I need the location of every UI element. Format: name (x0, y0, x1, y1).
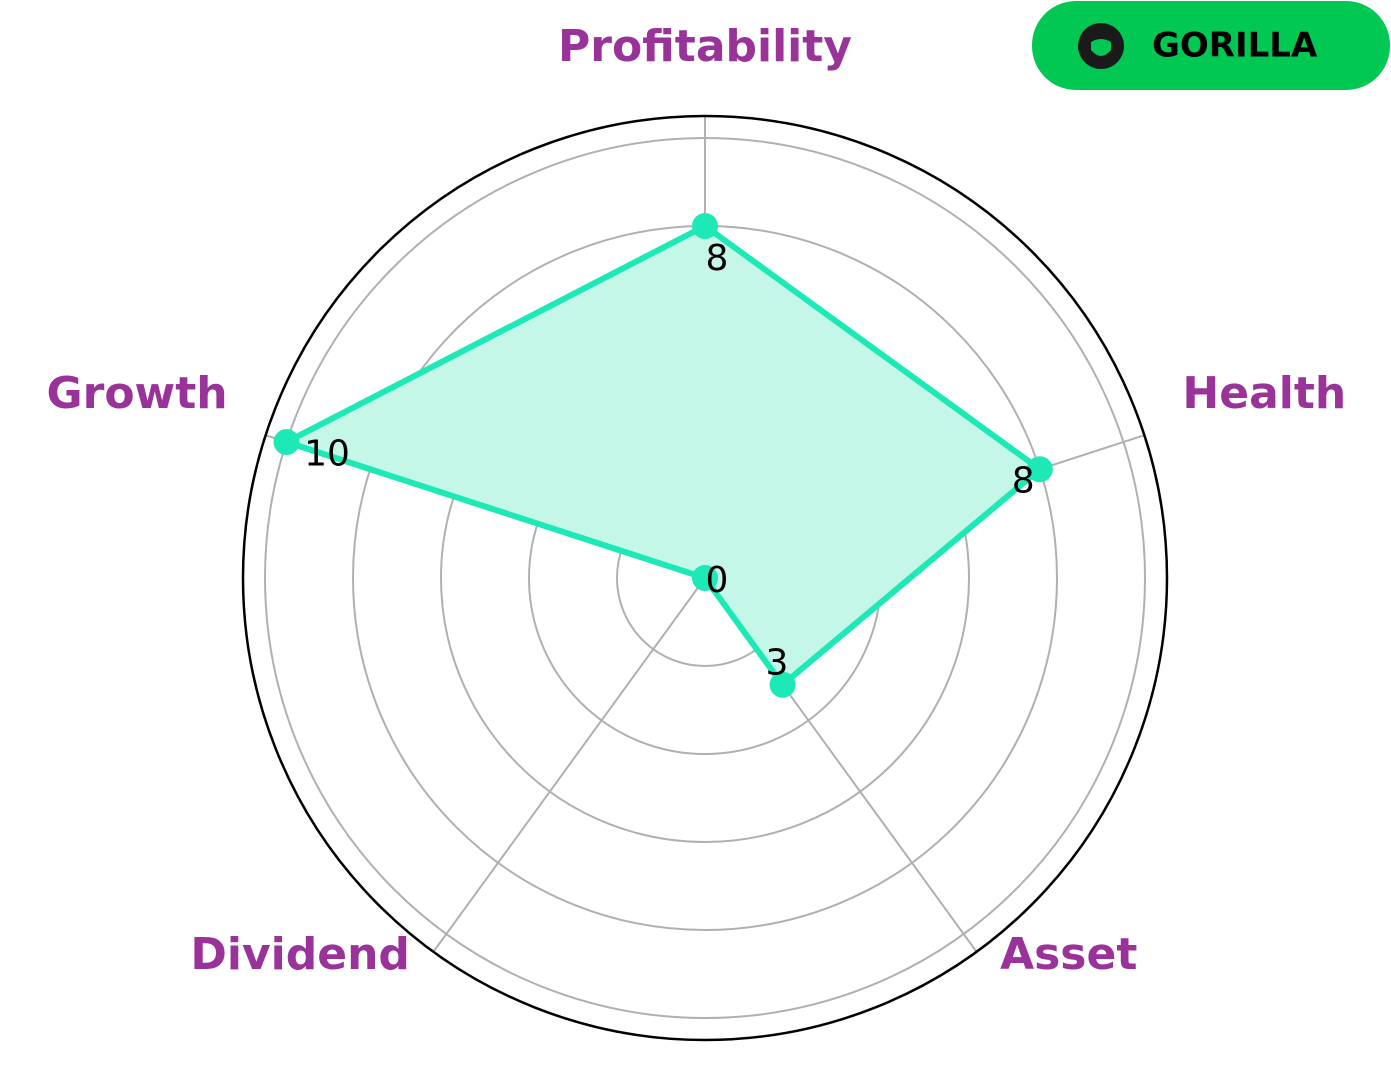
logo-icon-face (1091, 39, 1111, 56)
radar-point (692, 565, 718, 591)
category-label: Dividend (190, 929, 410, 980)
logo-badge (1032, 1, 1390, 90)
logo-text: GORILLA (1152, 26, 1318, 66)
value-label: 0 (706, 560, 729, 601)
value-label: 3 (766, 643, 789, 684)
outer-circle (241, 114, 1169, 1042)
value-label: 8 (706, 238, 729, 279)
category-label: Health (1182, 368, 1346, 419)
value-label: 8 (1012, 460, 1035, 501)
radar-point (692, 213, 718, 239)
radar-area (283, 223, 1043, 688)
category-label: Growth (47, 368, 228, 419)
spoke (432, 577, 706, 953)
category-label: Profitability (558, 21, 852, 72)
radar-point (769, 671, 796, 698)
category-label: Asset (1000, 929, 1137, 980)
logo: GORILLA (1032, 1, 1390, 90)
radar-point (1026, 456, 1053, 483)
radar-point (273, 429, 300, 456)
value-label: 10 (304, 433, 350, 474)
